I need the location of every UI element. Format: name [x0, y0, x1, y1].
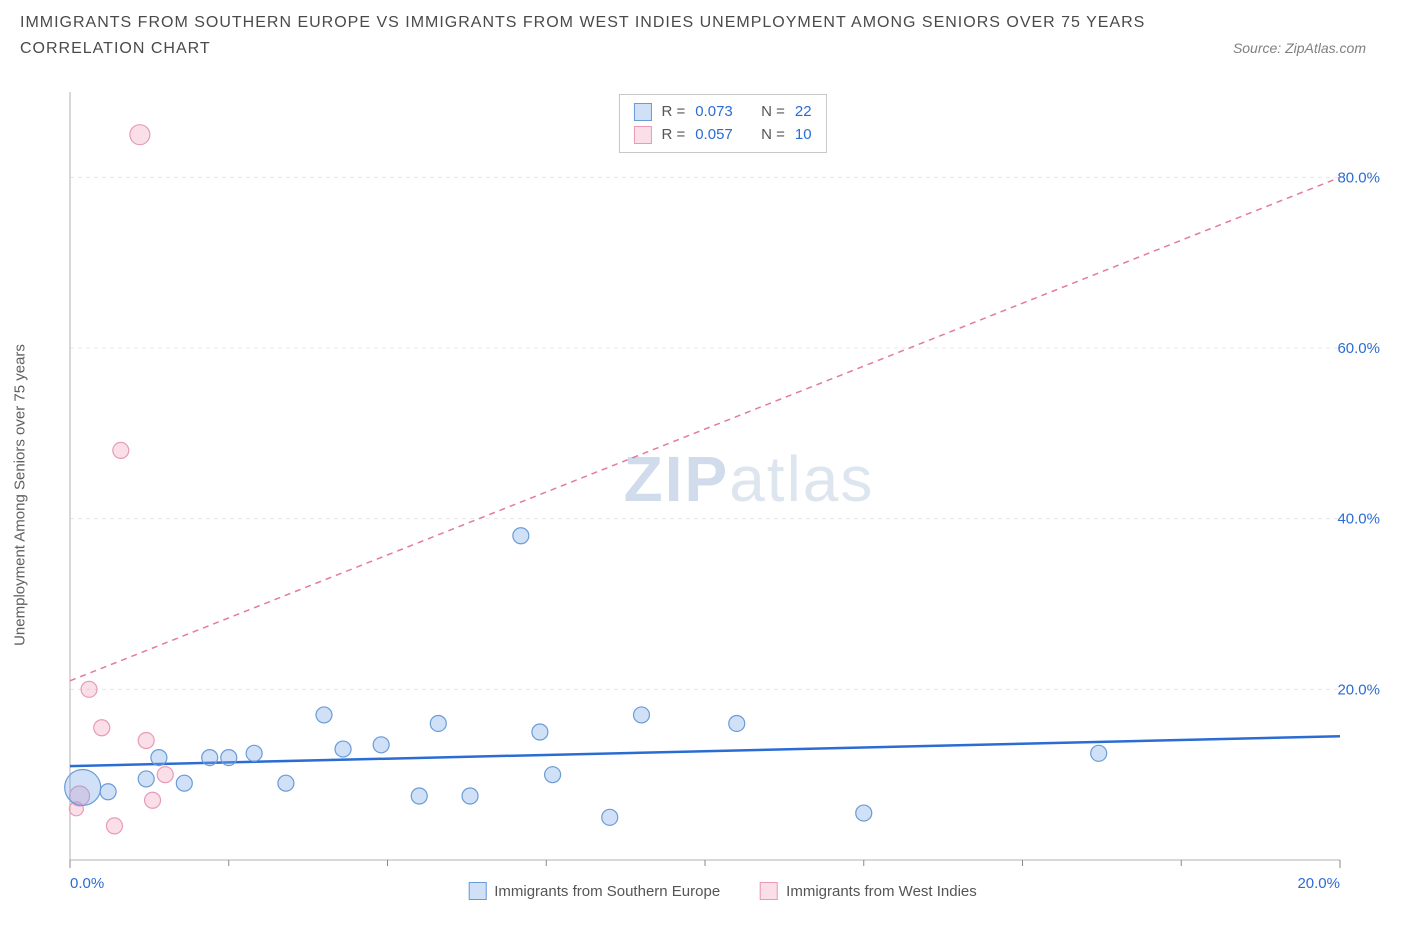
bottom-legend: Immigrants from Southern Europe Immigran… — [468, 882, 977, 900]
source-attribution: Source: ZipAtlas.com — [1233, 40, 1386, 56]
legend-swatch-pink — [760, 882, 778, 900]
title-line-1: IMMIGRANTS FROM SOUTHERN EUROPE VS IMMIG… — [20, 10, 1386, 36]
title-line-2: CORRELATION CHART — [20, 36, 211, 62]
svg-text:80.0%: 80.0% — [1337, 169, 1380, 186]
svg-text:60.0%: 60.0% — [1337, 340, 1380, 357]
y-axis-label: Unemployment Among Seniors over 75 years — [12, 344, 29, 646]
svg-text:20.0%: 20.0% — [1297, 875, 1340, 892]
svg-text:40.0%: 40.0% — [1337, 511, 1380, 528]
stats-row-2: R = 0.057 N = 10 — [633, 124, 811, 147]
stats-swatch-pink — [633, 126, 651, 144]
legend-swatch-blue — [468, 882, 486, 900]
title-block: IMMIGRANTS FROM SOUTHERN EUROPE VS IMMIG… — [0, 0, 1406, 61]
svg-text:0.0%: 0.0% — [70, 875, 104, 892]
svg-text:20.0%: 20.0% — [1337, 681, 1380, 698]
stats-box: R = 0.073 N = 22 R = 0.057 N = 10 — [618, 94, 826, 153]
scatter-plot: 20.0% 40.0% 60.0% 80.0% 0.0% 20.0% — [60, 90, 1385, 900]
legend-item-2: Immigrants from West Indies — [760, 882, 977, 900]
chart-container: Unemployment Among Seniors over 75 years… — [60, 90, 1385, 900]
legend-item-1: Immigrants from Southern Europe — [468, 882, 720, 900]
stats-row-1: R = 0.073 N = 22 — [633, 101, 811, 124]
stats-swatch-blue — [633, 103, 651, 121]
